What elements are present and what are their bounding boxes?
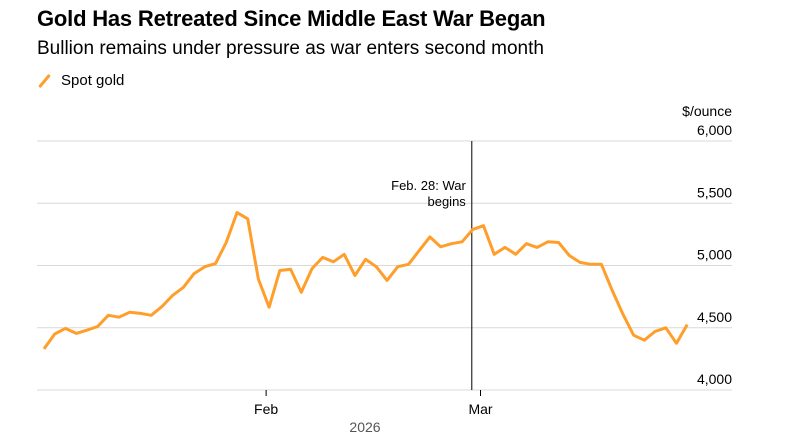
legend: Spot gold — [37, 72, 124, 89]
legend-label-spot-gold: Spot gold — [61, 72, 125, 89]
annotation-label-line1: Feb. 28: War — [391, 178, 466, 193]
x-tick-label: Mar — [468, 401, 492, 417]
chart-title: Gold Has Retreated Since Middle East War… — [37, 6, 546, 31]
y-tick-label: 4,500 — [697, 309, 732, 325]
y-tick-label: 4,000 — [697, 371, 732, 387]
series-line-spot-gold — [42, 211, 689, 350]
y-axis-unit-label: $/ounce — [682, 103, 732, 119]
y-tick-label: 6,000 — [697, 122, 732, 138]
annotation-label-line2: begins — [427, 194, 466, 209]
y-tick-label: 5,000 — [697, 247, 732, 263]
x-tick-label: Feb — [254, 401, 278, 417]
y-tick-label: 5,500 — [697, 184, 732, 200]
chart-subtitle: Bullion remains under pressure as war en… — [37, 38, 544, 59]
x-axis-year-label: 2026 — [349, 419, 380, 435]
